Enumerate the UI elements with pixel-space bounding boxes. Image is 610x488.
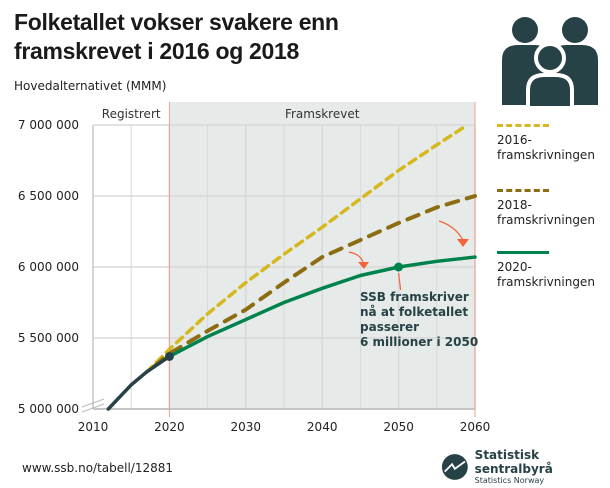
arrow-2055 <box>438 220 464 241</box>
annotation-text: 6 millioner i 2050 <box>360 335 478 349</box>
arrow-head <box>358 262 369 269</box>
arrow-head <box>457 239 469 247</box>
ssb-logo: Statistisk sentralbyrå Statistics Norway <box>441 448 610 485</box>
logo-subtitle: Statistics Norway <box>474 476 545 485</box>
legend-label: framskrivningen <box>497 148 595 162</box>
legend-swatch <box>497 251 549 254</box>
annotation-pointer <box>398 272 402 291</box>
y-tick-label: 5 000 000 <box>18 402 79 416</box>
x-tick-label: 2040 <box>307 420 338 434</box>
legend-item-2016: 2016- framskrivningen <box>497 124 595 163</box>
x-tick-label: 2050 <box>383 420 414 434</box>
x-tick-label: 2020 <box>154 420 185 434</box>
region-label-projected: Framskrevet <box>285 107 360 121</box>
y-tick-label: 5 500 000 <box>18 331 79 345</box>
chart-subtitle: Hovedalternativet (MMM) <box>14 79 167 93</box>
region-header-registered <box>93 102 170 125</box>
series-line-registered <box>106 354 172 411</box>
x-tick-label: 2010 <box>78 420 109 434</box>
legend-label: framskrivningen <box>497 213 595 227</box>
annotation-text: nå at folketallet <box>360 305 468 319</box>
marker-2020 <box>164 351 174 361</box>
region-header <box>93 102 475 125</box>
legend-swatch <box>497 124 549 127</box>
logo-name: Statistisk sentralbyrå <box>474 448 553 476</box>
legend-item-2018: 2018- framskrivningen <box>497 189 595 228</box>
y-tick-label: 6 000 000 <box>18 260 79 274</box>
arrow-2040 <box>348 251 364 263</box>
legend-swatch <box>497 189 549 192</box>
source-link[interactable]: www.ssb.no/tabell/12881 <box>22 461 174 475</box>
x-tick-label: 2060 <box>460 420 491 434</box>
series-line-p2018 <box>152 194 477 369</box>
y-tick-label: 6 500 000 <box>18 189 79 203</box>
people-icon <box>502 17 598 110</box>
annotation-text: SSB framskriver <box>360 290 469 304</box>
axis-break <box>81 398 105 413</box>
annotation-text: passerer <box>360 320 419 334</box>
region-label-registered: Registrert <box>102 107 161 121</box>
marker-2050 <box>394 262 404 272</box>
y-tick-label: 7 000 000 <box>18 118 79 132</box>
page-title: Folketallet vokser svakere enn framskrev… <box>14 9 339 64</box>
series-line-p2016 <box>144 123 470 374</box>
ssb-logo-icon <box>441 453 468 480</box>
legend-label: 2020- <box>497 260 532 274</box>
series-line-p2020 <box>167 255 477 359</box>
legend-label: 2018- <box>497 198 532 212</box>
legend-item-2020: 2020- framskrivningen <box>497 251 595 290</box>
x-tick-label: 2030 <box>231 420 262 434</box>
legend-label: 2016- <box>497 133 532 147</box>
legend-label: framskrivningen <box>497 275 595 289</box>
